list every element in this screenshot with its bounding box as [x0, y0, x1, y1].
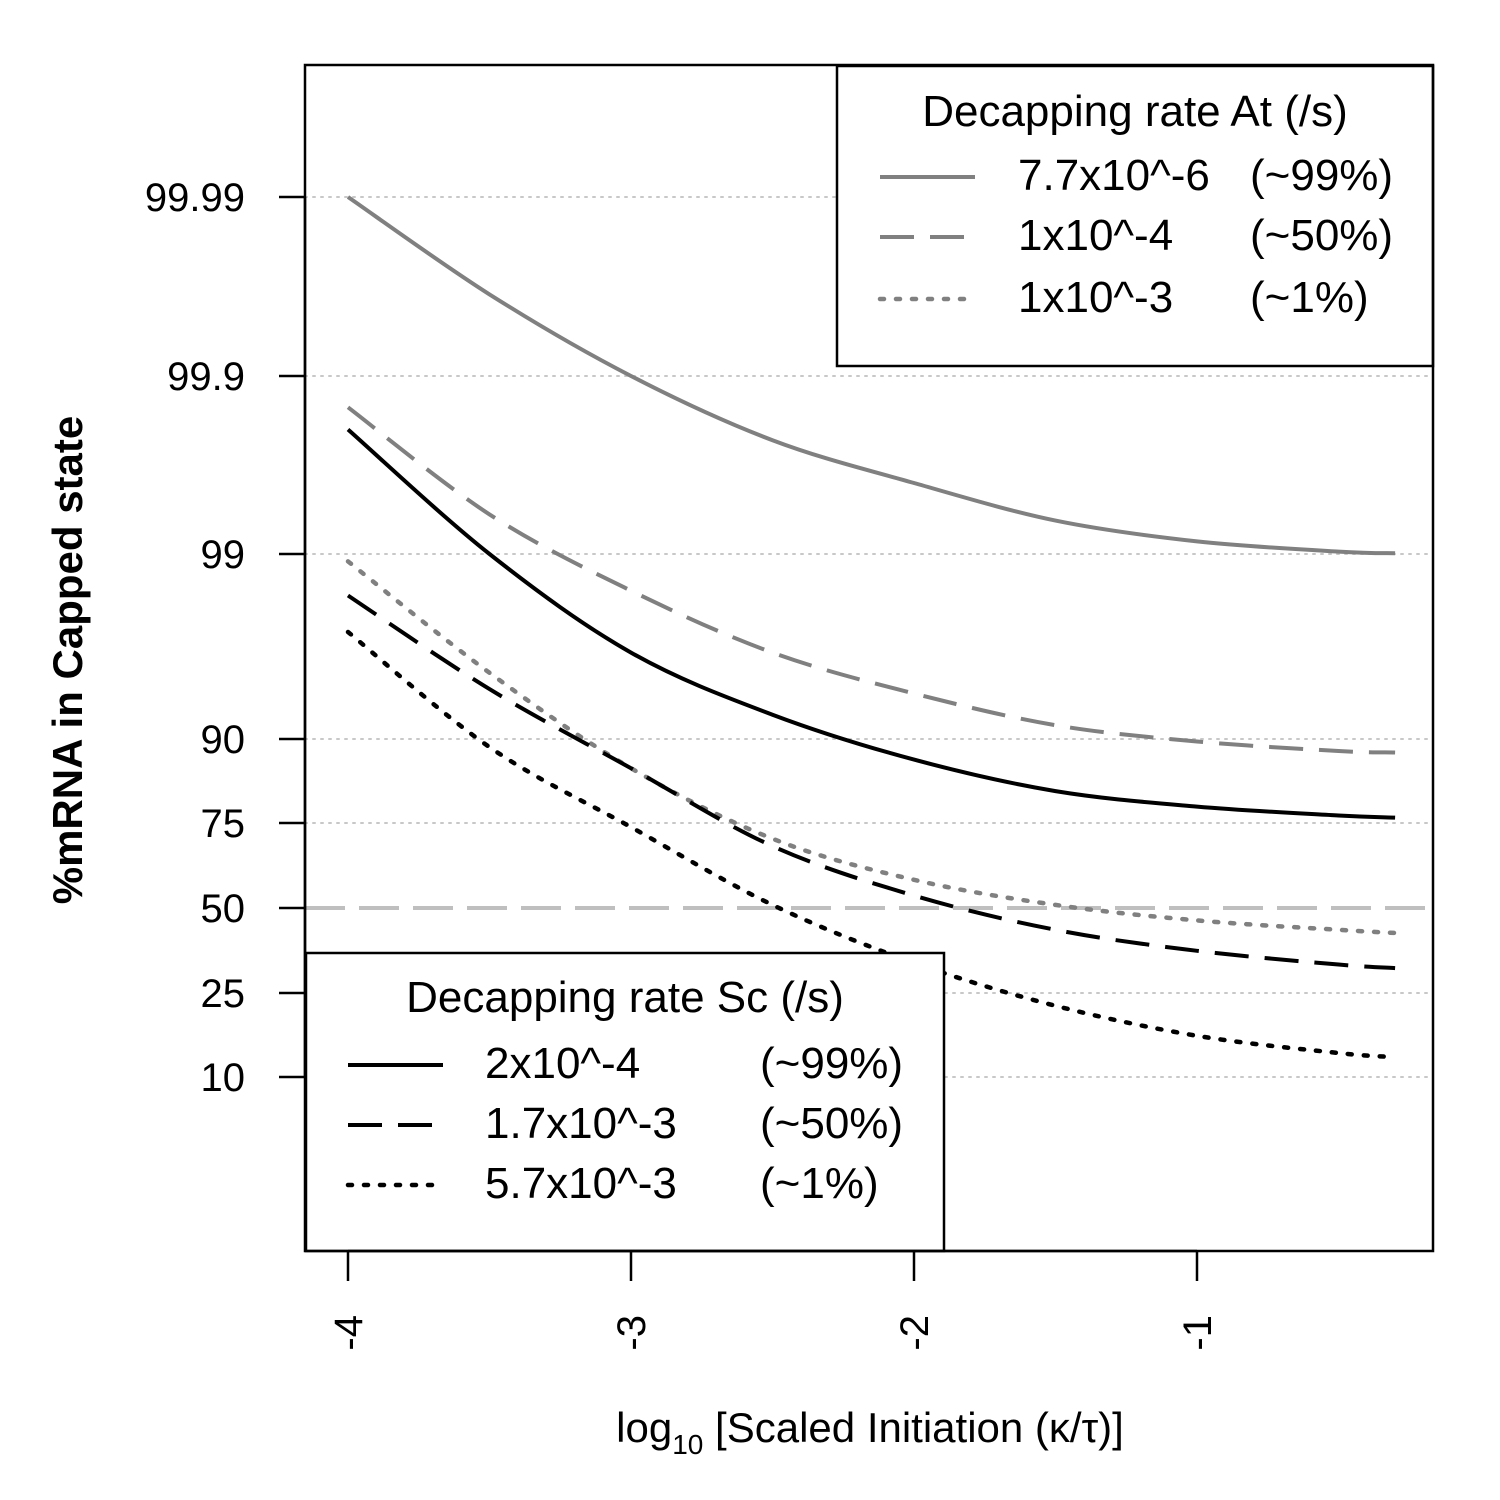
legend-pct-label: (~1%) — [1250, 273, 1369, 322]
series-line-at-1 — [346, 195, 1396, 556]
x-tick-label: -2 — [893, 1315, 937, 1351]
legend-pct-label: (~99%) — [760, 1039, 903, 1088]
legend-rate-label: 7.7x10^-6 — [1018, 151, 1210, 200]
series-layer — [345, 195, 1398, 1060]
series-line-sc-1 — [346, 427, 1396, 820]
x-axis-title: log10 [Scaled Initiation (κ/τ)] — [616, 1404, 1124, 1460]
legend-title: Decapping rate Sc (/s) — [406, 973, 844, 1022]
legend-box — [835, 64, 1435, 368]
x-tick-label: -3 — [610, 1315, 654, 1351]
legend-top-right: Decapping rate At (/s) 7.7x10^-6 (~99%) 1x1… — [835, 64, 1435, 368]
y-tick-label: 90 — [201, 718, 246, 762]
y-tick-label: 50 — [201, 887, 246, 931]
series-line-at-2 — [346, 405, 1396, 755]
x-axis-title-subscript: 10 — [672, 1429, 703, 1460]
legend-pct-label: (~99%) — [1250, 151, 1393, 200]
legend-pct-label: (~50%) — [760, 1099, 903, 1148]
series-line-sc-3 — [345, 629, 1398, 1060]
legend-rate-label: 1.7x10^-3 — [485, 1099, 677, 1148]
y-tick-label: 99.9 — [167, 355, 245, 399]
x-axis-title-log: log — [616, 1404, 672, 1451]
axis-layer: 10 25 50 75 90 99 99.9 99.99 -4 -3 -2 -1 — [145, 176, 1220, 1351]
legend-bottom-left: Decapping rate Sc (/s) 2x10^-4 (~99%) 1.7x1… — [304, 951, 946, 1253]
legend-rate-label: 1x10^-3 — [1018, 273, 1173, 322]
legend-rate-label: 2x10^-4 — [485, 1039, 640, 1088]
legend-rate-label: 5.7x10^-3 — [485, 1159, 677, 1208]
legend-pct-label: (~50%) — [1250, 211, 1393, 260]
legend-title: Decapping rate At (/s) — [922, 87, 1348, 136]
legend-pct-label: (~1%) — [760, 1159, 879, 1208]
y-tick-label: 25 — [201, 972, 246, 1016]
x-tick-label: -1 — [1176, 1315, 1220, 1351]
y-tick-label: 99 — [201, 533, 246, 577]
legend-box — [304, 951, 946, 1253]
series-line-at-3 — [345, 559, 1398, 936]
x-tick-label: -4 — [327, 1315, 371, 1351]
y-tick-label: 75 — [201, 802, 246, 846]
x-axis-title-rest: [Scaled Initiation (κ/τ)] — [703, 1404, 1123, 1451]
y-tick-label: 99.99 — [145, 176, 245, 220]
y-tick-label: 10 — [201, 1056, 246, 1100]
y-axis-title: %mRNA in Capped state — [44, 416, 91, 905]
legend-rate-label: 1x10^-4 — [1018, 211, 1173, 260]
legend-layer: Decapping rate At (/s) 7.7x10^-6 (~99%) 1x1… — [304, 64, 1435, 1253]
series-line-sc-2 — [346, 593, 1396, 971]
